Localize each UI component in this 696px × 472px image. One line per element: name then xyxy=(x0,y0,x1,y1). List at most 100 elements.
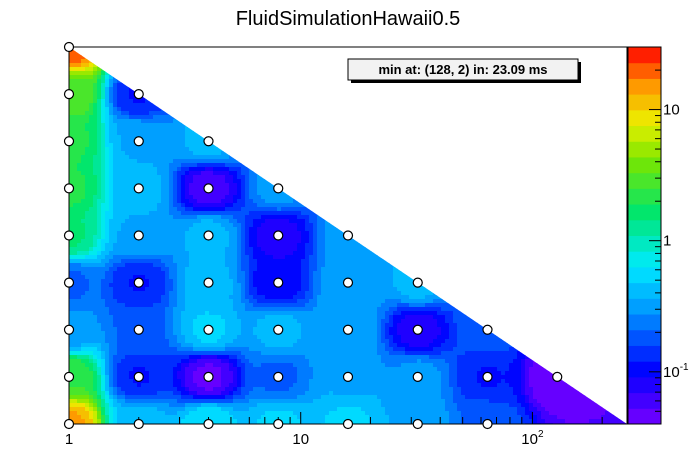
heat-cell xyxy=(405,143,410,148)
heat-cell xyxy=(417,183,422,188)
heat-cell xyxy=(613,75,618,80)
heat-cell xyxy=(389,99,394,104)
heat-cell xyxy=(501,171,506,176)
heat-cell xyxy=(129,135,134,140)
heat-cell xyxy=(205,163,210,168)
heat-cell xyxy=(605,171,610,176)
heat-cell xyxy=(337,123,342,128)
heat-cell xyxy=(601,111,606,116)
heat-cell xyxy=(617,79,622,84)
heat-cell xyxy=(357,155,362,160)
heat-cell xyxy=(433,107,438,112)
heat-cell xyxy=(181,159,186,164)
heat-cell xyxy=(549,107,554,112)
heat-cell xyxy=(545,163,550,168)
heat-cell xyxy=(337,83,342,88)
heat-cell xyxy=(273,107,278,112)
heat-cell xyxy=(521,175,526,180)
heat-cell xyxy=(485,135,490,140)
heat-cell xyxy=(349,135,354,140)
heat-cell xyxy=(329,183,334,188)
heat-cell xyxy=(501,147,506,152)
heat-cell xyxy=(289,91,294,96)
heat-cell xyxy=(249,67,254,72)
heat-cell xyxy=(133,51,138,56)
heat-cell xyxy=(321,183,326,188)
heat-cell xyxy=(337,143,342,148)
heat-cell xyxy=(145,71,150,76)
heat-cell xyxy=(521,179,526,184)
heat-cell xyxy=(405,159,410,164)
heat-cell xyxy=(217,95,222,100)
heat-cell xyxy=(429,123,434,128)
heat-cell xyxy=(613,111,618,116)
heat-cell xyxy=(81,115,86,120)
heat-cell xyxy=(461,99,466,104)
heat-cell xyxy=(297,71,302,76)
heat-cell xyxy=(249,159,254,164)
heat-cell xyxy=(213,79,218,84)
heat-cell xyxy=(77,99,82,104)
heat-cell xyxy=(257,91,262,96)
heat-cell xyxy=(353,99,358,104)
heat-cell xyxy=(193,167,198,172)
heat-cell xyxy=(305,159,310,164)
heat-cell xyxy=(305,83,310,88)
heat-cell xyxy=(497,147,502,152)
heat-cell xyxy=(69,159,74,164)
heat-cell xyxy=(77,127,82,132)
heat-cell xyxy=(289,143,294,148)
heat-cell xyxy=(281,51,286,56)
heat-cell xyxy=(113,187,118,192)
heat-cell xyxy=(453,83,458,88)
heat-cell xyxy=(377,111,382,116)
heat-cell xyxy=(217,47,222,52)
heat-cell xyxy=(177,147,182,152)
heat-cell xyxy=(533,107,538,112)
heat-cell xyxy=(129,67,134,72)
heat-cell xyxy=(217,115,222,120)
heat-cell xyxy=(437,123,442,128)
heat-cell xyxy=(293,147,298,152)
heat-cell xyxy=(477,83,482,88)
heat-cell xyxy=(613,107,618,112)
heat-cell xyxy=(621,99,626,104)
heat-cell xyxy=(613,155,618,160)
heat-cell xyxy=(501,119,506,124)
heat-cell xyxy=(165,83,170,88)
heat-cell xyxy=(481,175,486,180)
heat-cell xyxy=(289,135,294,140)
heat-cell xyxy=(101,151,106,156)
heat-cell xyxy=(213,151,218,156)
heat-cell xyxy=(81,187,86,192)
heat-cell xyxy=(81,87,86,92)
heat-cell xyxy=(429,147,434,152)
heat-cell xyxy=(433,115,438,120)
heat-cell xyxy=(113,99,118,104)
heat-cell xyxy=(425,111,430,116)
heat-cell xyxy=(553,139,558,144)
heat-cell xyxy=(305,67,310,72)
heat-cell xyxy=(293,163,298,168)
heat-cell xyxy=(73,135,78,140)
heat-cell xyxy=(157,47,162,52)
heat-cell xyxy=(173,143,178,148)
heat-cell xyxy=(425,127,430,132)
heat-cell xyxy=(313,127,318,132)
heat-cell xyxy=(585,47,590,52)
heat-cell xyxy=(521,159,526,164)
heat-cell xyxy=(605,183,610,188)
heat-cell xyxy=(365,135,370,140)
heat-cell xyxy=(285,79,290,84)
heat-cell xyxy=(297,119,302,124)
heat-cell xyxy=(293,131,298,136)
heat-cell xyxy=(197,87,202,92)
heat-cell xyxy=(197,159,202,164)
heat-cell xyxy=(157,155,162,160)
heat-cell xyxy=(413,159,418,164)
heat-cell xyxy=(309,95,314,100)
heat-cell xyxy=(501,91,506,96)
heat-cell xyxy=(317,103,322,108)
heat-cell xyxy=(385,171,390,176)
heat-cell xyxy=(497,131,502,136)
